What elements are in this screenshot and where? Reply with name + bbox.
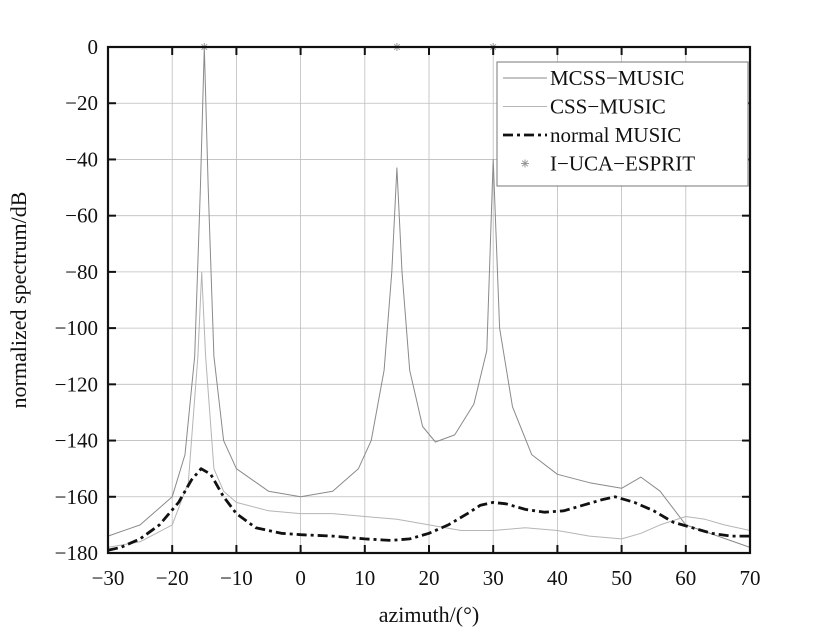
esprit-marker: [521, 159, 529, 168]
legend: MCSS−MUSIC CSS−MUSIC normal MUSIC I−UCA−ESP…: [496, 61, 749, 187]
y-tick-label: −140: [55, 429, 98, 453]
y-tick-label: −40: [65, 147, 98, 171]
series-line-css-music: [107, 271, 751, 548]
y-tick-label: −120: [55, 372, 98, 396]
x-tick-label: 60: [675, 566, 696, 590]
x-axis-title: azimuth/(°): [379, 602, 479, 627]
y-tick-label: −160: [55, 485, 98, 509]
legend-item: normal MUSIC: [503, 123, 681, 147]
x-tick-label: 20: [419, 566, 440, 590]
y-tick-label: −100: [55, 316, 98, 340]
x-tick-label: 40: [547, 566, 568, 590]
x-tick-label: 0: [295, 566, 306, 590]
y-tick-label: −180: [55, 541, 98, 565]
y-tick-label: 0: [88, 35, 99, 59]
x-tick-label: −10: [220, 566, 253, 590]
y-tick-label: −80: [65, 260, 98, 284]
legend-box: [496, 61, 749, 187]
legend-item: MCSS−MUSIC: [503, 66, 684, 90]
y-tick-label: −60: [65, 204, 98, 228]
x-tick-label: 10: [354, 566, 375, 590]
legend-label: normal MUSIC: [550, 123, 681, 147]
y-axis-title: normalized spectrum/dB: [6, 192, 31, 409]
legend-label: CSS−MUSIC: [550, 95, 666, 119]
series-line-mcss-music: [107, 46, 751, 548]
legend-item: CSS−MUSIC: [503, 95, 666, 119]
legend-item: I−UCA−ESPRIT: [521, 152, 695, 176]
x-tick-label: −30: [92, 566, 125, 590]
axis-ticks: −30 −20 −10 0 10 20 30 40 50 60 700−20−40−60−80−10…: [55, 35, 761, 590]
y-tick-label: −20: [65, 91, 98, 115]
x-tick-label: 30: [483, 566, 504, 590]
legend-label: MCSS−MUSIC: [550, 66, 684, 90]
legend-label: I−UCA−ESPRIT: [550, 152, 695, 176]
x-tick-label: 70: [740, 566, 761, 590]
x-tick-label: −20: [156, 566, 189, 590]
x-tick-label: 50: [611, 566, 632, 590]
